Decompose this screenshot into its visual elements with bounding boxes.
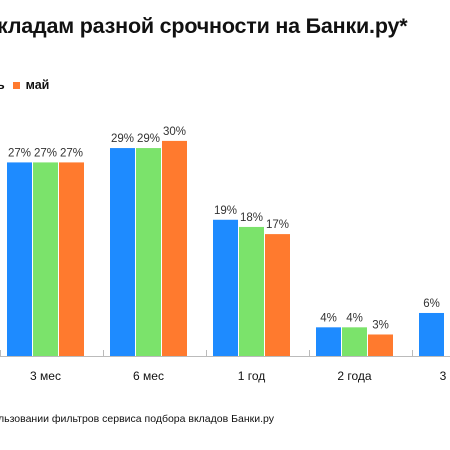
x-tick-label-3: 2 года — [337, 369, 372, 383]
bar-series-3-1 — [162, 140, 187, 356]
legend-series-3-label: май — [25, 78, 50, 92]
data-label-series-1-1: 29% — [111, 133, 134, 145]
data-label-series-1-2: 19% — [214, 205, 237, 217]
data-label-series-2-1: 29% — [137, 133, 160, 145]
bar-series-3-2 — [265, 234, 290, 356]
data-label-series-2-2: 18% — [240, 212, 263, 224]
bar-series-1-1 — [110, 148, 135, 356]
chart-footnote: льзовании фильтров сервиса подбора вклад… — [0, 413, 274, 425]
x-tick-label-2: 1 год — [238, 369, 266, 383]
bar-series-1-4 — [419, 312, 444, 356]
bar-series-1-0 — [7, 162, 32, 356]
legend-swatch-series-3 — [12, 81, 20, 89]
x-tick-label-0: 3 мес — [30, 369, 61, 383]
chart-title: кладам разной срочности на Банки.ру* — [0, 14, 408, 38]
bar-series-1-3 — [316, 327, 341, 356]
bar-series-1-2 — [213, 219, 238, 356]
data-label-series-1-4: 6% — [423, 298, 440, 310]
bar-series-2-0 — [33, 162, 58, 356]
bar-series-2-3 — [342, 327, 367, 356]
bar-series-2-2 — [239, 226, 264, 356]
chart-legend: ль май — [0, 78, 57, 92]
legend-series-1-label: ль — [0, 78, 5, 92]
data-label-series-2-3: 4% — [346, 312, 363, 324]
data-label-series-2-0: 27% — [34, 147, 57, 159]
x-tick-label-1: 6 мес — [133, 369, 164, 383]
data-label-series-3-0: 27% — [60, 147, 83, 159]
data-label-series-1-0: 27% — [8, 147, 31, 159]
legend-item-series-3: май — [12, 78, 50, 92]
data-label-series-3-2: 17% — [266, 219, 289, 231]
legend-item-series-1: ль — [0, 78, 5, 92]
data-label-series-3-3: 3% — [372, 319, 389, 331]
x-tick-label-4: 3 — [440, 369, 447, 383]
data-label-series-3-1: 30% — [163, 126, 186, 138]
bar-series-3-0 — [59, 162, 84, 356]
data-label-series-1-3: 4% — [320, 312, 337, 324]
bar-series-3-3 — [368, 334, 393, 356]
bar-series-2-1 — [136, 148, 161, 356]
